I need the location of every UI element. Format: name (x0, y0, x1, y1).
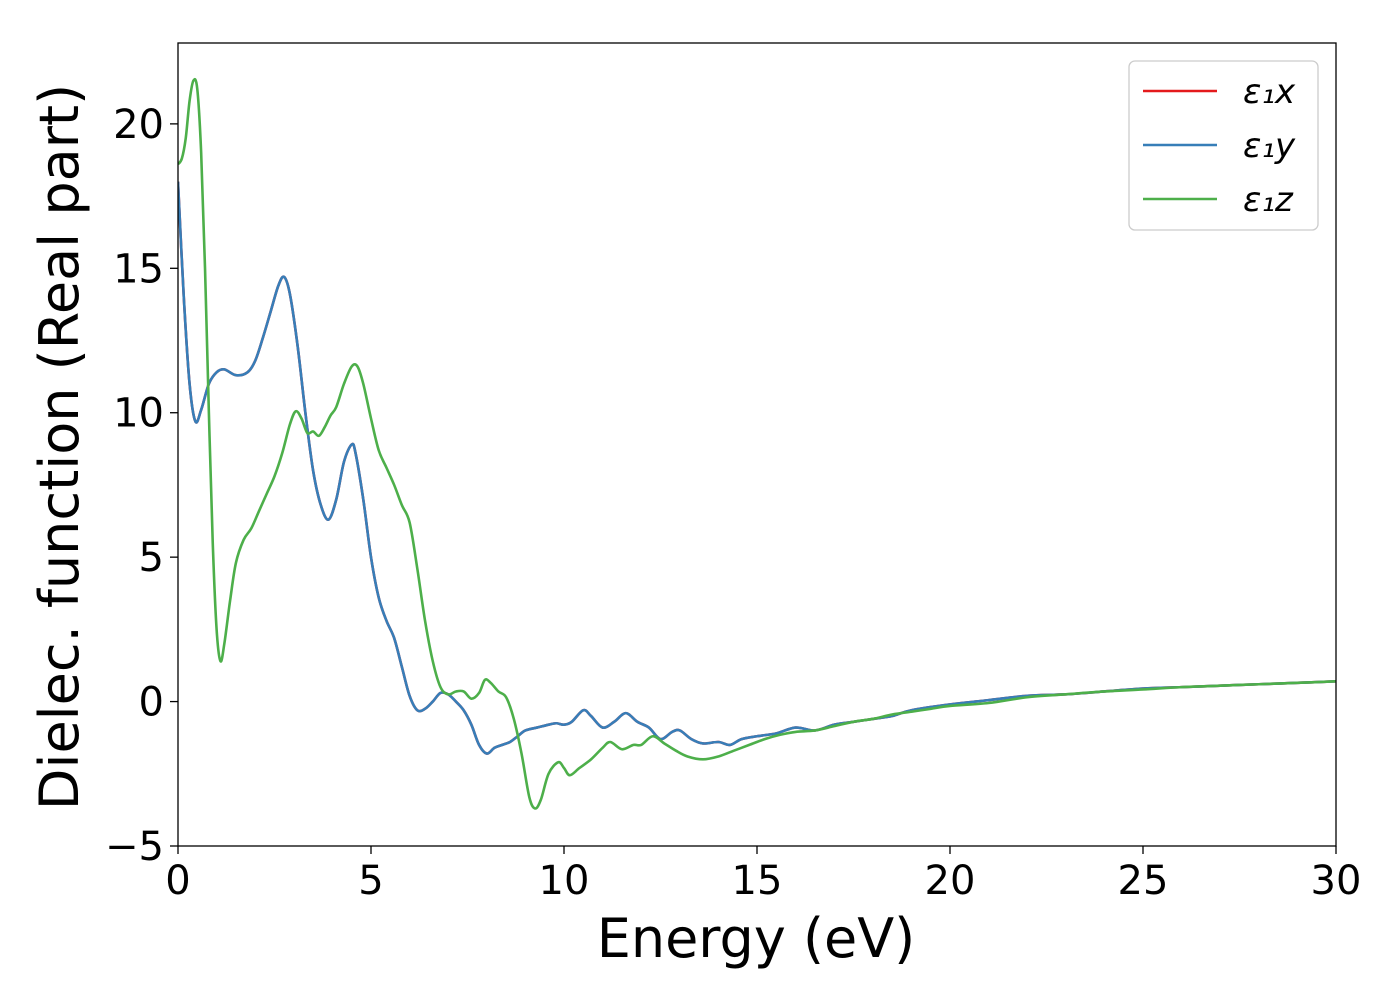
legend-box (1128, 60, 1319, 231)
x-tick-label: 5 (358, 858, 383, 904)
y-tick-label: 10 (113, 391, 164, 437)
series-line-2 (178, 181, 1336, 755)
y-tick-label: 5 (139, 535, 164, 581)
legend-label: ε₁y (1243, 126, 1296, 166)
x-tick-label: 10 (539, 858, 590, 904)
x-axis: 0 5 10 15 20 25 30 (165, 846, 1361, 904)
y-axis: −5 0 5 10 15 20 (105, 102, 178, 870)
x-tick-label: 25 (1118, 858, 1169, 904)
legend-label: ε₁z (1243, 180, 1294, 220)
y-tick-label: 15 (113, 246, 164, 292)
series-line-1 (178, 181, 1336, 755)
series-line-3 (178, 77, 1336, 810)
legend-label: ε₁x (1243, 72, 1296, 112)
x-tick-label: 20 (925, 858, 976, 904)
x-axis-title: Energy (eV) (597, 907, 916, 970)
y-tick-label: 20 (113, 102, 164, 148)
y-axis-title: Dielec. function (Real part) (28, 84, 91, 810)
x-tick-label: 0 (165, 858, 190, 904)
y-tick-label: −5 (105, 824, 164, 870)
legend: ε₁x ε₁y ε₁z (1128, 60, 1319, 231)
x-tick-label: 30 (1311, 858, 1362, 904)
plot-area (178, 77, 1336, 810)
x-tick-label: 15 (732, 858, 783, 904)
y-tick-label: 0 (139, 680, 164, 726)
